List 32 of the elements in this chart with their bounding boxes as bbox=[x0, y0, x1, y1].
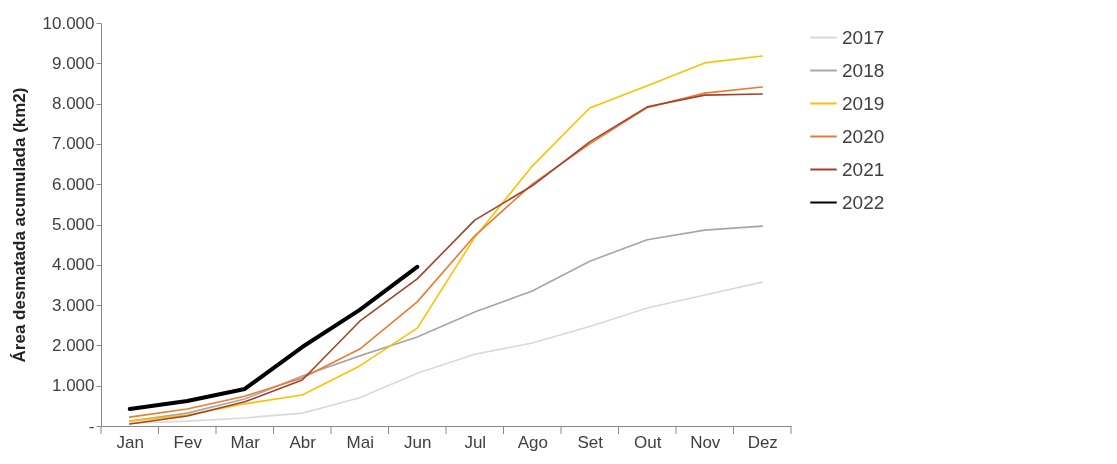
legend-label: 2022 bbox=[842, 191, 885, 213]
x-tick-label: Ago bbox=[517, 432, 548, 452]
x-tick-label: Abr bbox=[289, 432, 317, 452]
y-tick-label: 7.000 bbox=[51, 134, 95, 154]
legend-label: 2019 bbox=[842, 92, 885, 114]
legend-label: 2018 bbox=[842, 59, 885, 81]
legend-label: 2020 bbox=[842, 125, 885, 147]
y-tick-label: 10.000 bbox=[42, 13, 95, 33]
line-series bbox=[128, 281, 764, 424]
x-tick-label: Mai bbox=[346, 432, 374, 452]
x-tick-label: Dez bbox=[747, 432, 778, 452]
x-tick-label: Jan bbox=[116, 432, 144, 452]
y-tick-label: 1.000 bbox=[51, 376, 95, 396]
x-tick-label: Out bbox=[634, 432, 662, 452]
y-tick-label: 8.000 bbox=[51, 94, 95, 114]
y-tick-label: 2.000 bbox=[51, 335, 95, 355]
x-tick-label: Mar bbox=[230, 432, 261, 452]
y-tick-label: 3.000 bbox=[51, 295, 95, 315]
x-tick-label: Set bbox=[577, 432, 604, 452]
x-tick-label: Fev bbox=[173, 432, 203, 452]
y-tick-label: 6.000 bbox=[51, 174, 95, 194]
x-tick-label: Jun bbox=[404, 432, 432, 452]
x-tick-label: Jul bbox=[464, 432, 487, 452]
y-tick-label: 9.000 bbox=[51, 53, 95, 73]
x-tick-label: Nov bbox=[690, 432, 721, 452]
y-tick-label: - bbox=[88, 416, 95, 436]
y-axis-title: Área desmatada acumulada (km2) bbox=[9, 87, 29, 363]
legend-label: 2021 bbox=[842, 158, 885, 180]
line-series bbox=[127, 264, 420, 412]
legend-label: 2017 bbox=[842, 26, 885, 48]
y-tick-label: 4.000 bbox=[51, 255, 95, 275]
y-tick-label: 5.000 bbox=[51, 215, 95, 234]
